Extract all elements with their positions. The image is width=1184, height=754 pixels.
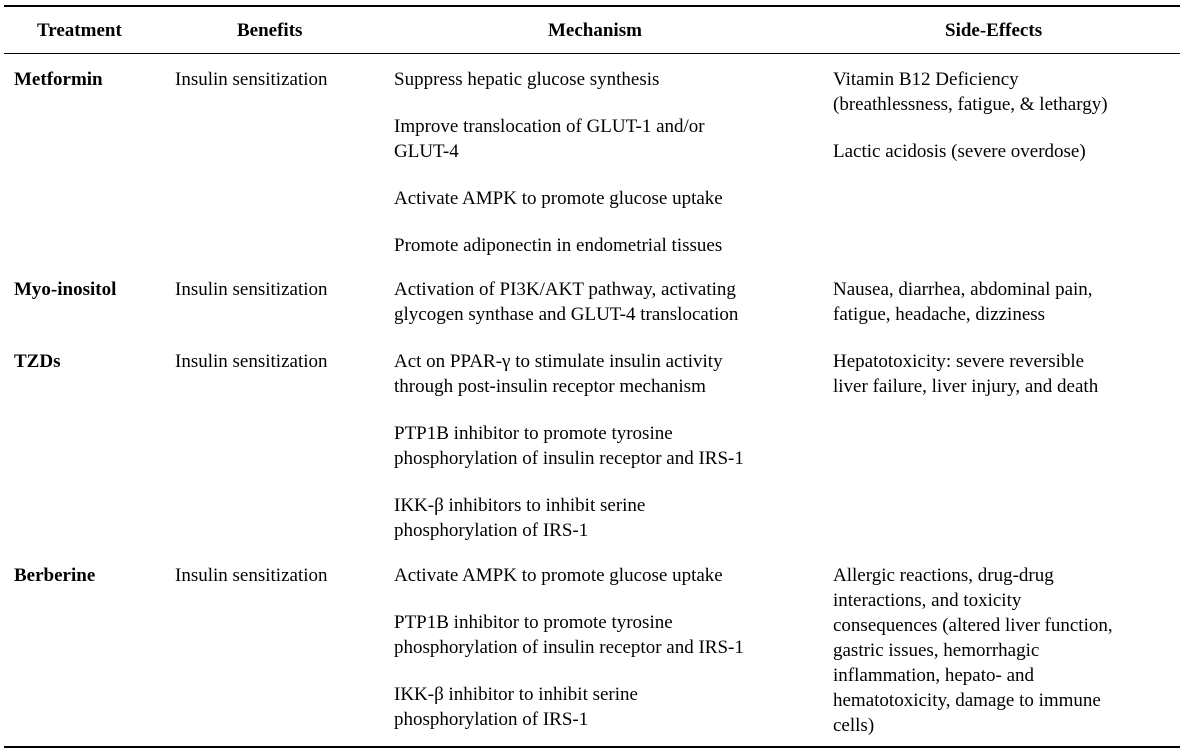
text-line: Nausea, diarrhea, abdominal pain,	[833, 279, 1093, 300]
mechanism-cell: Act on PPAR-γ to stimulate insulin activ…	[394, 349, 814, 543]
text-line: phosphorylation of IRS-1	[394, 520, 589, 541]
mechanism-cell: Activation of PI3K/AKT pathway, activati…	[394, 277, 814, 327]
treatment-cell: TZDs	[14, 351, 61, 372]
header-mechanism: Mechanism	[548, 20, 642, 41]
mechanism-paragraph: Act on PPAR-γ to stimulate insulin activ…	[394, 349, 814, 399]
treatment-cell: Berberine	[14, 565, 96, 586]
text-line: IKK-β inhibitor to inhibit serine	[394, 684, 638, 705]
text-line: gastric issues, hemorrhagic	[833, 640, 1040, 661]
text-line: Improve translocation of GLUT-1 and/or	[394, 116, 705, 137]
benefits-cell: Insulin sensitization	[175, 69, 328, 90]
text-line: Activation of PI3K/AKT pathway, activati…	[394, 279, 736, 300]
header-rule	[4, 53, 1180, 54]
mechanism-paragraph: PTP1B inhibitor to promote tyrosine phos…	[394, 421, 814, 471]
text-line: through post-insulin receptor mechanism	[394, 376, 706, 397]
treatment-cell: Metformin	[14, 69, 103, 90]
mechanism-paragraph: IKK-β inhibitor to inhibit serine phosph…	[394, 682, 814, 732]
header-side-effects: Side-Effects	[945, 20, 1043, 41]
mechanism-paragraph: Improve translocation of GLUT-1 and/or G…	[394, 114, 814, 164]
text-line: phosphorylation of insulin receptor and …	[394, 448, 744, 469]
side-effects-paragraph: Lactic acidosis (severe overdose)	[833, 139, 1173, 164]
mechanism-paragraph: Activation of PI3K/AKT pathway, activati…	[394, 277, 814, 327]
text-line: liver failure, liver injury, and death	[833, 376, 1099, 397]
text-line: phosphorylation of IRS-1	[394, 709, 589, 730]
treatment-cell: Myo-inositol	[14, 279, 117, 300]
text-line: (breathlessness, fatigue, & lethargy)	[833, 94, 1108, 115]
side-effects-cell: Nausea, diarrhea, abdominal pain, fatigu…	[833, 277, 1173, 327]
mechanism-paragraph: IKK-β inhibitors to inhibit serine phosp…	[394, 493, 814, 543]
text-line: consequences (altered liver function,	[833, 615, 1113, 636]
side-effects-paragraph: Nausea, diarrhea, abdominal pain, fatigu…	[833, 277, 1173, 327]
text-line: Activate AMPK to promote glucose uptake	[394, 565, 723, 586]
text-line: cells)	[833, 715, 875, 736]
side-effects-paragraph: Vitamin B12 Deficiency (breathlessness, …	[833, 67, 1173, 117]
side-effects-paragraph: Allergic reactions, drug-drug interactio…	[833, 563, 1173, 738]
text-line: Lactic acidosis (severe overdose)	[833, 141, 1086, 162]
mechanism-paragraph: Promote adiponectin in endometrial tissu…	[394, 233, 814, 258]
mechanism-paragraph: PTP1B inhibitor to promote tyrosine phos…	[394, 610, 814, 660]
text-line: Allergic reactions, drug-drug	[833, 565, 1054, 586]
text-line: glycogen synthase and GLUT-4 translocati…	[394, 304, 739, 325]
text-line: Vitamin B12 Deficiency	[833, 69, 1019, 90]
header-benefits: Benefits	[237, 20, 303, 41]
text-line: Promote adiponectin in endometrial tissu…	[394, 235, 723, 256]
text-line: GLUT-4	[394, 141, 459, 162]
side-effects-cell: Hepatotoxicity: severe reversible liver …	[833, 349, 1173, 399]
benefits-cell: Insulin sensitization	[175, 351, 328, 372]
side-effects-paragraph: Hepatotoxicity: severe reversible liver …	[833, 349, 1173, 399]
text-line: Activate AMPK to promote glucose uptake	[394, 188, 723, 209]
text-line: interactions, and toxicity	[833, 590, 1022, 611]
side-effects-cell: Vitamin B12 Deficiency (breathlessness, …	[833, 67, 1173, 164]
text-line: IKK-β inhibitors to inhibit serine	[394, 495, 646, 516]
text-line: Suppress hepatic glucose synthesis	[394, 69, 660, 90]
text-line: hematotoxicity, damage to immune	[833, 690, 1101, 711]
text-line: Act on PPAR-γ to stimulate insulin activ…	[394, 351, 723, 372]
benefits-cell: Insulin sensitization	[175, 279, 328, 300]
text-line: phosphorylation of insulin receptor and …	[394, 637, 744, 658]
side-effects-cell: Allergic reactions, drug-drug interactio…	[833, 563, 1173, 738]
table-top-rule	[4, 5, 1180, 7]
benefits-cell: Insulin sensitization	[175, 565, 328, 586]
mechanism-cell: Suppress hepatic glucose synthesis Impro…	[394, 67, 814, 258]
mechanism-paragraph: Activate AMPK to promote glucose uptake	[394, 563, 814, 588]
text-line: PTP1B inhibitor to promote tyrosine	[394, 612, 673, 633]
mechanism-cell: Activate AMPK to promote glucose uptake …	[394, 563, 814, 732]
mechanism-paragraph: Activate AMPK to promote glucose uptake	[394, 186, 814, 211]
text-line: PTP1B inhibitor to promote tyrosine	[394, 423, 673, 444]
text-line: fatigue, headache, dizziness	[833, 304, 1046, 325]
text-line: Hepatotoxicity: severe reversible	[833, 351, 1085, 372]
header-treatment: Treatment	[37, 20, 122, 41]
mechanism-paragraph: Suppress hepatic glucose synthesis	[394, 67, 814, 92]
table-bottom-rule	[4, 746, 1180, 748]
text-line: inflammation, hepato- and	[833, 665, 1035, 686]
